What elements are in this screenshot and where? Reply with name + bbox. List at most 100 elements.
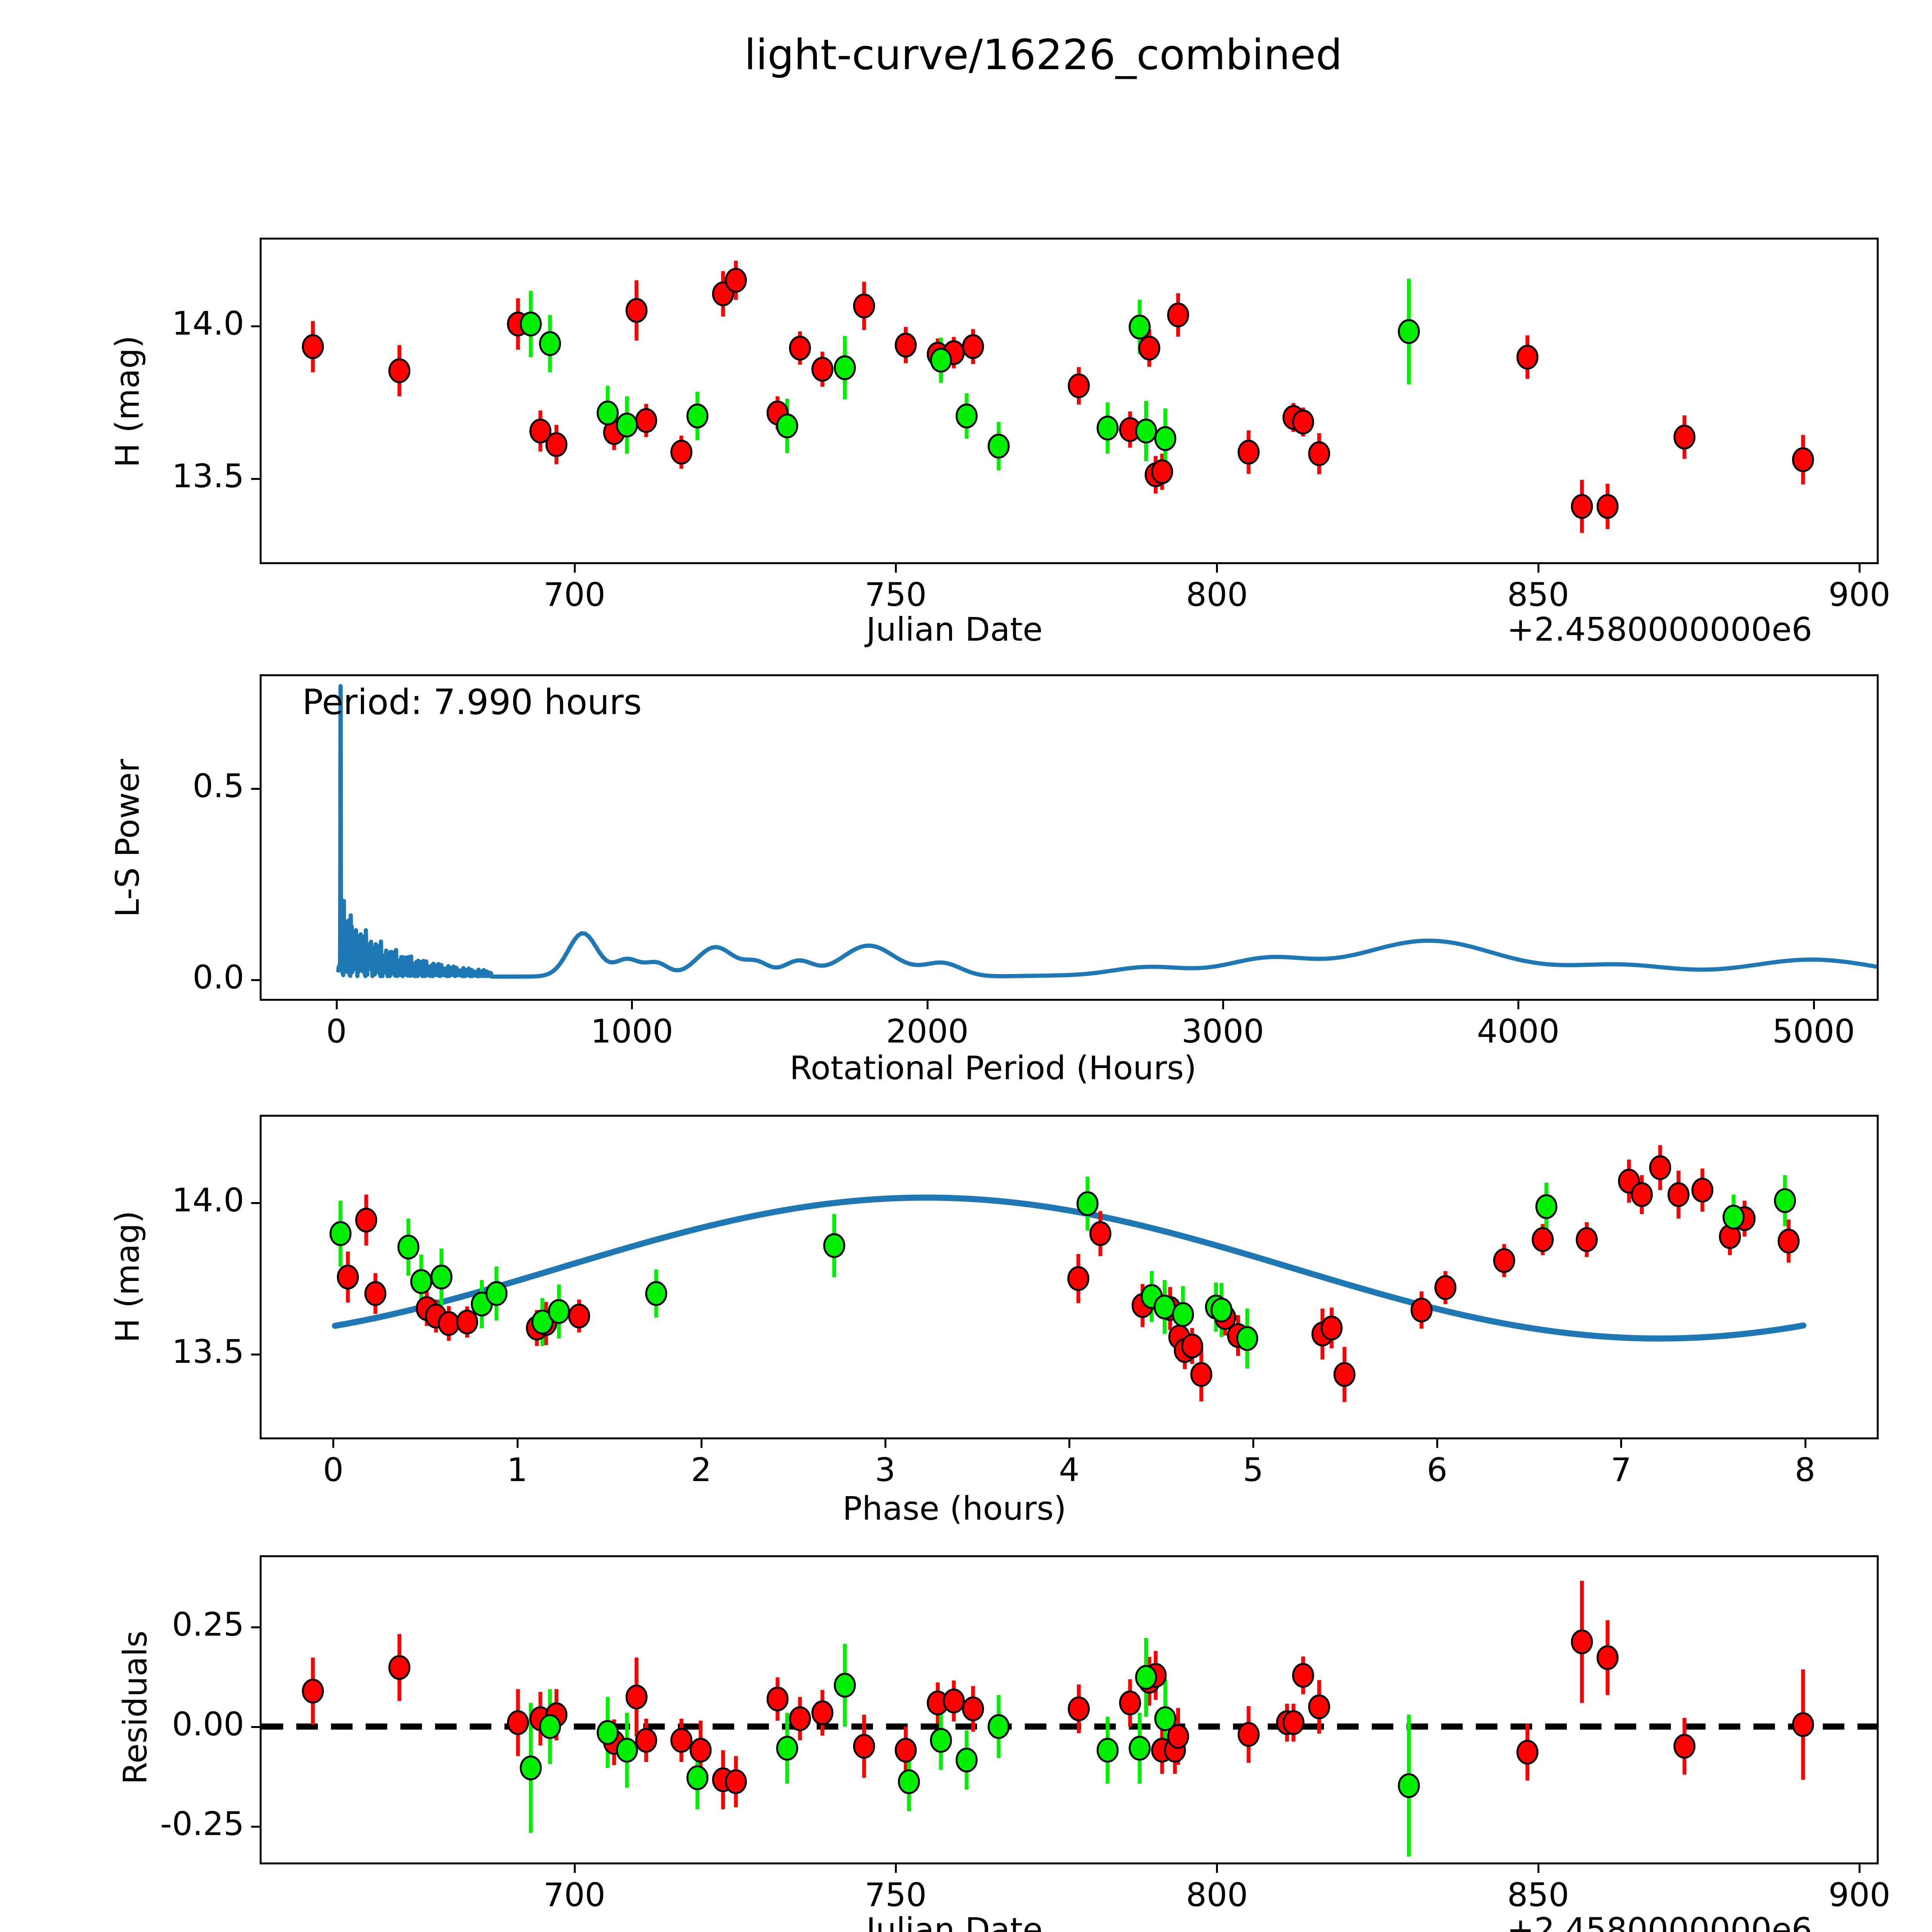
data-point [823,1233,845,1258]
phase-folded-xlabel: Phase (hours) [842,1490,1066,1527]
data-point [625,298,648,323]
y-tickmark [251,979,260,981]
data-point [789,1706,811,1731]
data-point [1691,1177,1714,1203]
data-point [988,1714,1010,1739]
x-tick-label: 800 [1186,1876,1248,1914]
light-curve-axes [260,238,1879,564]
data-point [1154,1706,1177,1731]
y-tick-label: 0.25 [172,1605,244,1643]
light-curve-panel [260,238,1879,564]
sinusoid-fit-curve [332,1194,1806,1342]
x-tick-label: 700 [543,576,605,614]
data-point [956,1747,978,1773]
x-tickmark [332,1439,335,1448]
data-point [670,440,692,465]
data-point [1673,1734,1696,1759]
x-tickmark [1252,1439,1255,1448]
y-tickmark [251,1202,260,1204]
x-tick-label: 900 [1828,1876,1891,1914]
y-tickmark [251,1825,260,1828]
x-tick-label: 2000 [886,1012,969,1050]
data-point [1631,1182,1653,1207]
data-point [1238,440,1260,465]
data-point [337,1264,359,1290]
x-tickmark [1859,1864,1861,1873]
data-point [962,1696,984,1721]
x-tickmark [1804,1439,1806,1448]
data-point [1410,1298,1433,1323]
data-point [1792,1712,1814,1737]
periodogram-xlabel: Rotational Period (Hours) [789,1049,1197,1087]
y-tick-label: 0.0 [192,958,244,996]
data-point [686,1765,709,1790]
x-tickmark [1222,1001,1224,1009]
data-point [811,357,833,382]
y-tickmark [251,325,260,328]
data-point [1649,1155,1671,1180]
data-point [625,1684,648,1709]
y-tickmark [251,788,260,790]
data-point [988,434,1010,459]
data-point [1320,1315,1343,1340]
x-tickmark [516,1439,519,1448]
data-point [539,1714,561,1739]
x-tick-label: 3 [875,1451,896,1489]
data-point [1777,1228,1800,1254]
x-tickmark [1436,1439,1439,1448]
data-point [616,412,638,438]
x-tickmark [573,1864,576,1873]
data-point [1190,1362,1213,1387]
data-point [930,348,952,373]
data-point [670,1728,692,1753]
data-point [1154,426,1177,451]
data-point [616,1738,638,1763]
periodogram-ylabel: L-S Power [109,759,146,917]
markers-green-band [520,311,1420,459]
y-tick-label: 14.0 [172,304,244,343]
data-point [725,1769,747,1794]
data-point [1129,315,1151,340]
data-point [1398,319,1420,344]
light-curve-xoffset: +2.4580000000e6 [1507,611,1813,648]
data-point [956,403,978,429]
y-tickmark [251,478,260,480]
x-tick-label: 5 [1243,1451,1264,1489]
data-point [531,1310,554,1335]
data-point [1333,1362,1355,1387]
x-tick-label: 850 [1507,1876,1569,1914]
data-point [1077,1191,1099,1216]
y-tick-label: -0.25 [160,1804,244,1843]
data-point [1135,418,1157,444]
data-point [834,1673,856,1698]
data-point [597,400,619,425]
data-point [438,1311,460,1336]
residuals-plot-area [262,1581,1877,1857]
data-point [645,1281,667,1306]
data-point [388,358,411,383]
data-point [507,1710,529,1735]
data-point [302,1679,324,1704]
data-point [1532,1227,1554,1252]
data-point [1210,1298,1233,1323]
data-point [1236,1326,1259,1351]
x-tick-label: 3000 [1181,1012,1264,1050]
y-tick-label: 0.00 [172,1705,244,1743]
data-point [1535,1194,1558,1219]
data-point [1129,1736,1151,1761]
phase-folded-axes [260,1115,1879,1439]
x-tick-label: 4000 [1477,1012,1560,1050]
x-tick-label: 850 [1507,576,1569,614]
data-point [355,1208,378,1233]
x-tickmark [1216,564,1218,573]
phase-folded-panel [260,1115,1879,1439]
residuals-panel [260,1555,1879,1864]
data-point [539,331,561,356]
data-point [1138,335,1160,361]
data-point [1097,415,1119,440]
data-point [597,1720,619,1745]
data-point [776,413,798,439]
data-point [930,1728,952,1753]
y-tickmark [251,1354,260,1356]
x-tick-label: 0 [323,1451,344,1489]
